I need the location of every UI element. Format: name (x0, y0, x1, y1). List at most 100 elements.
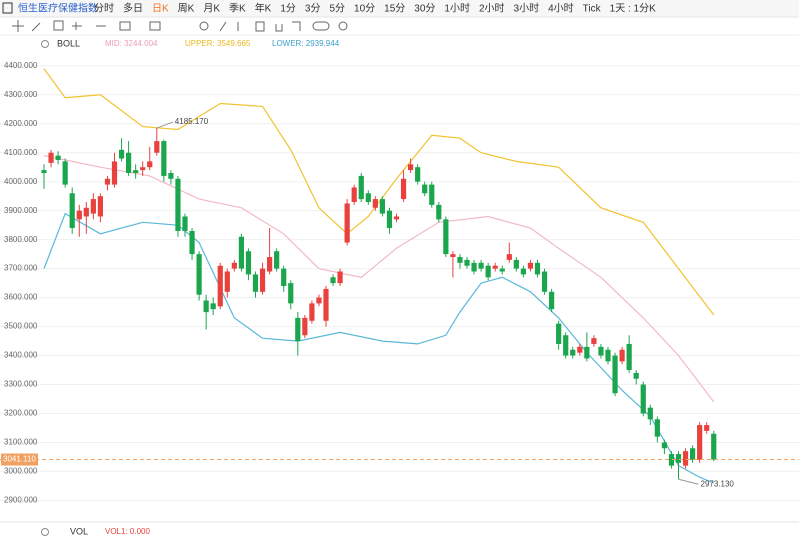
period-tab[interactable]: 30分 (414, 3, 435, 15)
period-tab[interactable]: 3小时 (514, 3, 540, 15)
y-tick-label: 4400.000 (4, 61, 38, 70)
period-tab[interactable]: 15分 (384, 3, 405, 15)
y-tick-label: 2900.000 (4, 496, 38, 505)
y-tick-label: 3200.000 (4, 409, 38, 418)
candle-body (492, 265, 498, 269)
candle-body (252, 274, 259, 292)
candle-body (295, 317, 301, 342)
candle-body (379, 199, 385, 214)
candle-body (309, 303, 315, 321)
period-tab[interactable]: 月K (203, 3, 220, 15)
candle-body (48, 152, 54, 163)
candle-body (570, 349, 576, 356)
period-tab[interactable]: 5分 (329, 3, 345, 15)
candle-body (111, 161, 118, 185)
period-tab[interactable]: 分时 (94, 3, 114, 15)
candle-body (541, 271, 548, 292)
candle-body (577, 346, 583, 353)
candle-body (464, 259, 470, 266)
period-tab[interactable]: 多日 (123, 2, 143, 15)
period-tab[interactable]: 2小时 (479, 3, 505, 15)
candle-body (358, 175, 364, 200)
candle-body (450, 254, 456, 258)
period-tab[interactable]: 1小时 (444, 3, 470, 15)
candle-body (704, 425, 710, 431)
candle-body (259, 268, 266, 292)
candle-body (422, 184, 428, 194)
candle-body (196, 254, 202, 295)
candle-body (478, 262, 484, 269)
candle-body (400, 178, 407, 200)
candle-body (654, 419, 660, 437)
candle-body (697, 425, 703, 460)
candle-body (612, 355, 618, 394)
boll-lower: LOWER: 2939.944 (272, 39, 340, 48)
candle-body (133, 170, 139, 173)
symbol[interactable]: 恒生医疗保健指数 (18, 2, 98, 15)
candle-body (711, 433, 717, 460)
period-tab[interactable]: 10分 (354, 3, 375, 15)
period-tab[interactable]: Tick (583, 4, 602, 15)
menu-icon[interactable] (2, 2, 13, 14)
candle-body (556, 323, 562, 344)
candle-body (126, 152, 132, 173)
period-tab[interactable]: 季K (229, 3, 246, 15)
candle-body (224, 271, 230, 292)
candle-body (626, 343, 632, 371)
settings-icon[interactable] (41, 40, 49, 48)
candle-body (415, 167, 421, 182)
period-tab[interactable]: 3分 (305, 3, 321, 15)
last-price-label: 3041.110 (3, 455, 36, 464)
settings-icon[interactable] (41, 528, 49, 536)
candle-body (231, 262, 237, 269)
candle-body (351, 187, 357, 202)
last-price-box (1, 453, 38, 466)
candle-body (97, 196, 103, 217)
candle-body (55, 155, 61, 160)
period-tab[interactable]: 年K (255, 2, 272, 15)
candle-body (661, 442, 667, 449)
y-tick-label: 4000.000 (4, 177, 38, 186)
candle-body (140, 167, 146, 171)
candle-body (154, 141, 160, 153)
candle-body (168, 173, 174, 179)
candle-body (62, 161, 68, 185)
candle-body (217, 265, 223, 307)
candle-body (520, 268, 526, 275)
candle-body (527, 262, 534, 269)
period-tab[interactable]: 1天 : 1分K (610, 3, 656, 15)
period-tab[interactable]: 4小时 (548, 3, 574, 15)
candle-body (90, 199, 96, 214)
candle-body (41, 170, 47, 173)
boll-mid (43, 155, 715, 403)
candle-body (471, 262, 477, 272)
candle-body (323, 288, 329, 321)
candle-body (337, 271, 343, 284)
candle-body (245, 251, 252, 275)
candle-body (584, 346, 590, 359)
candle-body (189, 230, 195, 255)
candle-body (302, 317, 308, 336)
drawing-tools[interactable] (12, 20, 348, 32)
candle-body (365, 193, 371, 202)
candle-body (668, 454, 675, 466)
candle-body (316, 297, 322, 304)
candle-body (682, 451, 689, 466)
candle-body (598, 346, 604, 356)
candle-body (647, 407, 653, 420)
high-label: 4185.170 (175, 117, 209, 126)
candle-body (457, 257, 463, 263)
y-tick-label: 3800.000 (4, 235, 38, 244)
period-tab[interactable]: 日K (152, 4, 169, 15)
period-tab[interactable]: 1分 (280, 3, 296, 15)
candle-body (288, 283, 294, 304)
candle-body (429, 184, 435, 205)
y-tick-label: 4200.000 (4, 119, 38, 128)
boll-mid: MID: 3244.004 (105, 39, 158, 48)
candle-body (690, 448, 696, 460)
toolbar-bg (0, 0, 799, 17)
period-tab[interactable]: 周K (178, 3, 195, 15)
candle-body (147, 161, 153, 168)
candle-body (605, 349, 611, 362)
boll-lower (43, 212, 715, 484)
